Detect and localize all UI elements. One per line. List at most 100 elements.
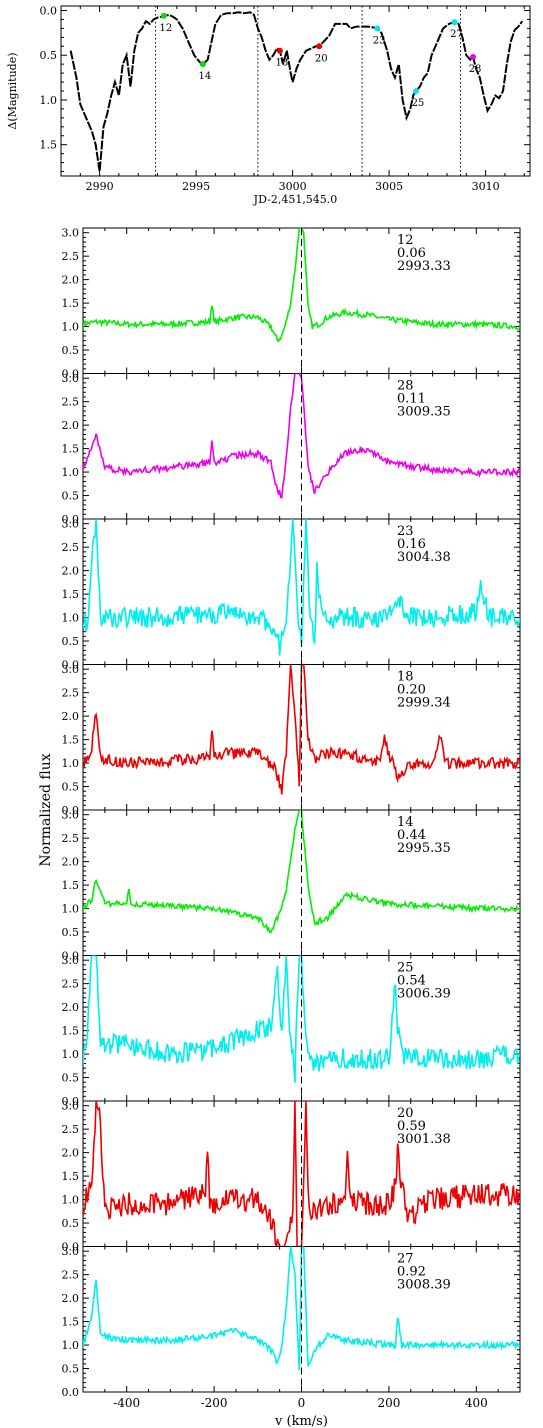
epoch-marker-20 (316, 43, 323, 50)
y-tick-label: 2.5 (62, 1269, 80, 1282)
spectrum-epoch-label: 27 (397, 1252, 414, 1267)
spectrum-line-14 (83, 810, 520, 934)
x-tick-label: 3000 (279, 180, 307, 193)
y-tick-label: 0.5 (62, 490, 80, 503)
spectrum-epoch-label: 18 (397, 670, 414, 685)
y-tick-label: 1.5 (62, 879, 80, 892)
y-tick-label: 3.0 (62, 518, 80, 531)
y-tick-label: 1.5 (62, 1025, 80, 1038)
epoch-marker-label: 12 (160, 23, 173, 34)
epoch-marker-label: 25 (412, 98, 425, 109)
y-tick-label: 0.5 (62, 1363, 80, 1376)
y-tick-label: 2.5 (62, 541, 80, 554)
y-tick-label: 3.0 (62, 954, 80, 967)
y-tick-label: 1.5 (62, 734, 80, 747)
light-curve-line (69, 11, 524, 172)
x-tick-label: 200 (377, 1396, 400, 1410)
y-tick-label: 2.5 (62, 832, 80, 845)
y-tick-label: 0.5 (62, 781, 80, 794)
epoch-marker-label: 14 (198, 71, 211, 82)
spectrum-phase-label: 0.20 (397, 683, 426, 698)
y-tick-label: 1.5 (40, 139, 58, 152)
y-tick-label: 2.5 (62, 396, 80, 409)
y-tick-label: 0.5 (62, 344, 80, 357)
spectrum-epoch-label: 12 (397, 233, 414, 248)
y-tick-label: 1.0 (62, 321, 80, 334)
y-tick-label: 3.0 (62, 1100, 80, 1113)
y-tick-label: 1.0 (62, 466, 80, 479)
y-tick-label: 2.0 (62, 419, 80, 432)
y-tick-label: 0.5 (40, 49, 58, 62)
y-tick-label: 3.0 (62, 663, 80, 676)
y-tick-label: 2.5 (62, 250, 80, 263)
y-tick-label: 2.0 (62, 856, 80, 869)
x-tick-label: -400 (113, 1396, 140, 1410)
spectrum-epoch-label: 25 (397, 961, 414, 976)
y-tick-label: 0.0 (62, 804, 80, 817)
y-tick-label: 2.0 (62, 1147, 80, 1160)
y-tick-label: 0.0 (62, 368, 80, 381)
spectrum-phase-label: 0.59 (397, 1119, 426, 1134)
spectrum-epoch-label: 20 (397, 1106, 414, 1121)
y-axis-label: Δ(Magnitude) (6, 52, 19, 129)
y-tick-label: 1.0 (62, 612, 80, 625)
y-axis-label: Normalized flux (38, 753, 54, 866)
epoch-marker-label: 23 (373, 35, 386, 46)
epoch-marker-label: 27 (450, 29, 463, 40)
epoch-marker-14 (199, 61, 206, 68)
spectrum-epoch-label: 23 (397, 524, 414, 539)
y-tick-label: 2.5 (62, 687, 80, 700)
epoch-marker-23 (374, 25, 381, 32)
epoch-marker-12 (160, 12, 167, 19)
x-tick-label: 0 (298, 1396, 306, 1410)
spectrum-date-label: 3001.38 (397, 1132, 451, 1147)
y-tick-label: 3.0 (62, 227, 80, 240)
spectrum-phase-label: 0.16 (397, 537, 426, 552)
y-tick-label: 0.0 (62, 513, 80, 526)
light-curve-panel: 2990 2995 3000 3005 3010 0.0 0.5 1.0 1.5 JD-2,451… (6, 4, 531, 206)
spectrum-phase-label: 0.92 (397, 1265, 426, 1280)
epoch-marker-28 (470, 54, 477, 60)
x-tick-label: 3005 (375, 180, 403, 193)
spectrum-phase-label: 0.54 (397, 974, 426, 989)
epoch-marker-25 (412, 88, 419, 94)
y-tick-label: 2.0 (62, 274, 80, 287)
spectrum-date-label: 3009.35 (397, 405, 451, 420)
spectrum-date-label: 3008.39 (397, 1278, 451, 1293)
y-tick-label: 1.5 (62, 297, 80, 310)
epoch-marker-label: 28 (469, 64, 482, 75)
x-tick-label: 3010 (472, 180, 500, 193)
y-tick-label: 2.0 (62, 565, 80, 578)
y-tick-label: 0.0 (62, 950, 80, 963)
y-tick-label: 1.0 (62, 1194, 80, 1207)
y-tick-label: 0.0 (62, 1386, 80, 1399)
y-tick-label: 2.5 (62, 1123, 80, 1136)
spectrum-line-12 (83, 228, 520, 343)
y-tick-label: 0.5 (62, 1217, 80, 1230)
epoch-marker-label: 18 (275, 58, 288, 69)
x-tick-label: 2990 (86, 180, 114, 193)
y-tick-label: 0.5 (62, 635, 80, 648)
spectrum-line-18 (83, 664, 520, 795)
spectrum-line-27 (83, 1246, 520, 1371)
y-tick-label: 1.0 (62, 903, 80, 916)
epoch-marker-27 (451, 19, 458, 26)
x-axis-label: v (km/s) (274, 1414, 328, 1428)
spectrum-date-label: 3004.38 (397, 550, 451, 565)
x-tick-label: -200 (201, 1396, 228, 1410)
y-tick-label: 0.0 (40, 4, 58, 17)
spectrum-date-label: 3006.39 (397, 987, 451, 1002)
spectrum-date-label: 2999.34 (397, 696, 451, 711)
spectrum-line-20 (83, 1101, 520, 1247)
spectrum-phase-label: 0.44 (397, 828, 426, 843)
y-tick-label: 1.0 (62, 1048, 80, 1061)
